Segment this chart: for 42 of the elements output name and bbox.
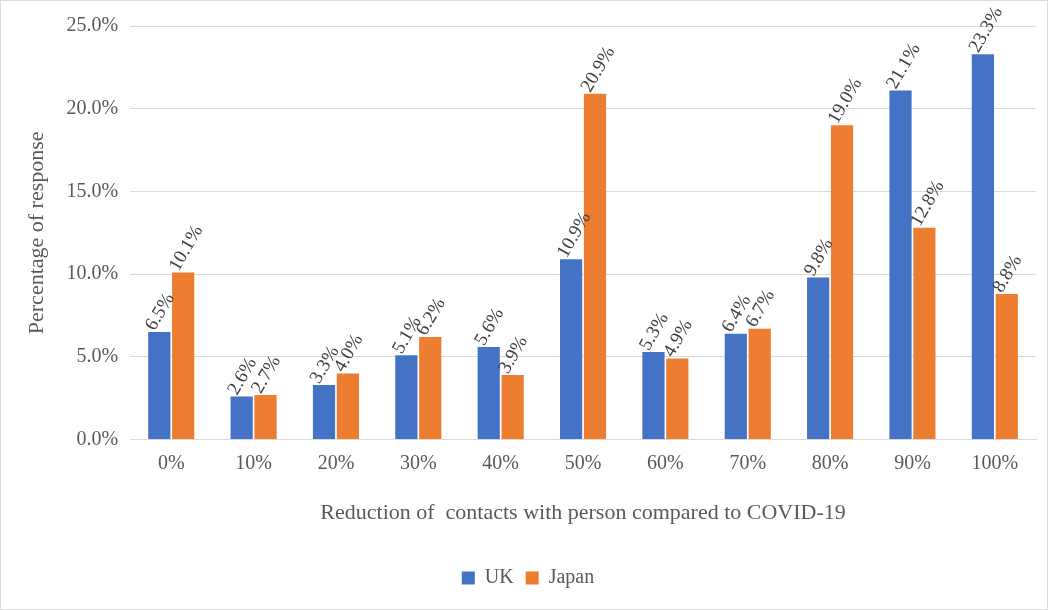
- x-tick-label: 10%: [235, 450, 272, 473]
- bar: [807, 277, 830, 440]
- bar: [913, 227, 936, 440]
- bar: [995, 294, 1018, 440]
- x-axis-title: Reduction of contacts with person compared to COVID-19: [320, 498, 846, 524]
- x-tick-label: 90%: [894, 450, 931, 473]
- bar: [395, 355, 418, 440]
- x-tick-label: 70%: [729, 450, 767, 473]
- y-tick-label: 25.0%: [66, 13, 119, 36]
- bar: [254, 394, 277, 440]
- legend-label: Japan: [548, 565, 595, 589]
- y-tick-label: 15.0%: [66, 178, 119, 201]
- bar: [501, 375, 524, 440]
- x-tick-label: 60%: [647, 450, 684, 473]
- bar: [477, 346, 500, 440]
- x-tick-label: 40%: [482, 450, 520, 473]
- y-axis-title: Percentage of response: [22, 131, 48, 335]
- bar: [559, 259, 583, 440]
- bar: [312, 385, 336, 440]
- x-tick-label: 20%: [317, 450, 355, 473]
- bar: [419, 337, 442, 440]
- bar: [724, 333, 747, 440]
- bar: [971, 54, 994, 440]
- x-tick-label: 30%: [399, 450, 437, 473]
- bar: [748, 328, 771, 440]
- x-tick-label: 50%: [564, 450, 602, 473]
- bar: [336, 373, 359, 440]
- bar: [148, 332, 171, 440]
- x-tick-label: 80%: [811, 450, 849, 473]
- bar: [666, 358, 689, 440]
- y-tick-label: 10.0%: [66, 261, 119, 284]
- bar: [830, 125, 854, 440]
- y-tick-label: 0.0%: [76, 426, 119, 449]
- bar: [889, 90, 912, 440]
- legend-label: UK: [484, 565, 515, 588]
- x-tick-label: 100%: [971, 450, 1019, 473]
- y-tick-label: 5.0%: [76, 344, 119, 367]
- y-tick-label: 20.0%: [66, 95, 119, 118]
- bar: [230, 396, 253, 440]
- bar: [642, 351, 665, 440]
- bar: [172, 272, 195, 440]
- x-tick-label: 0%: [157, 450, 185, 473]
